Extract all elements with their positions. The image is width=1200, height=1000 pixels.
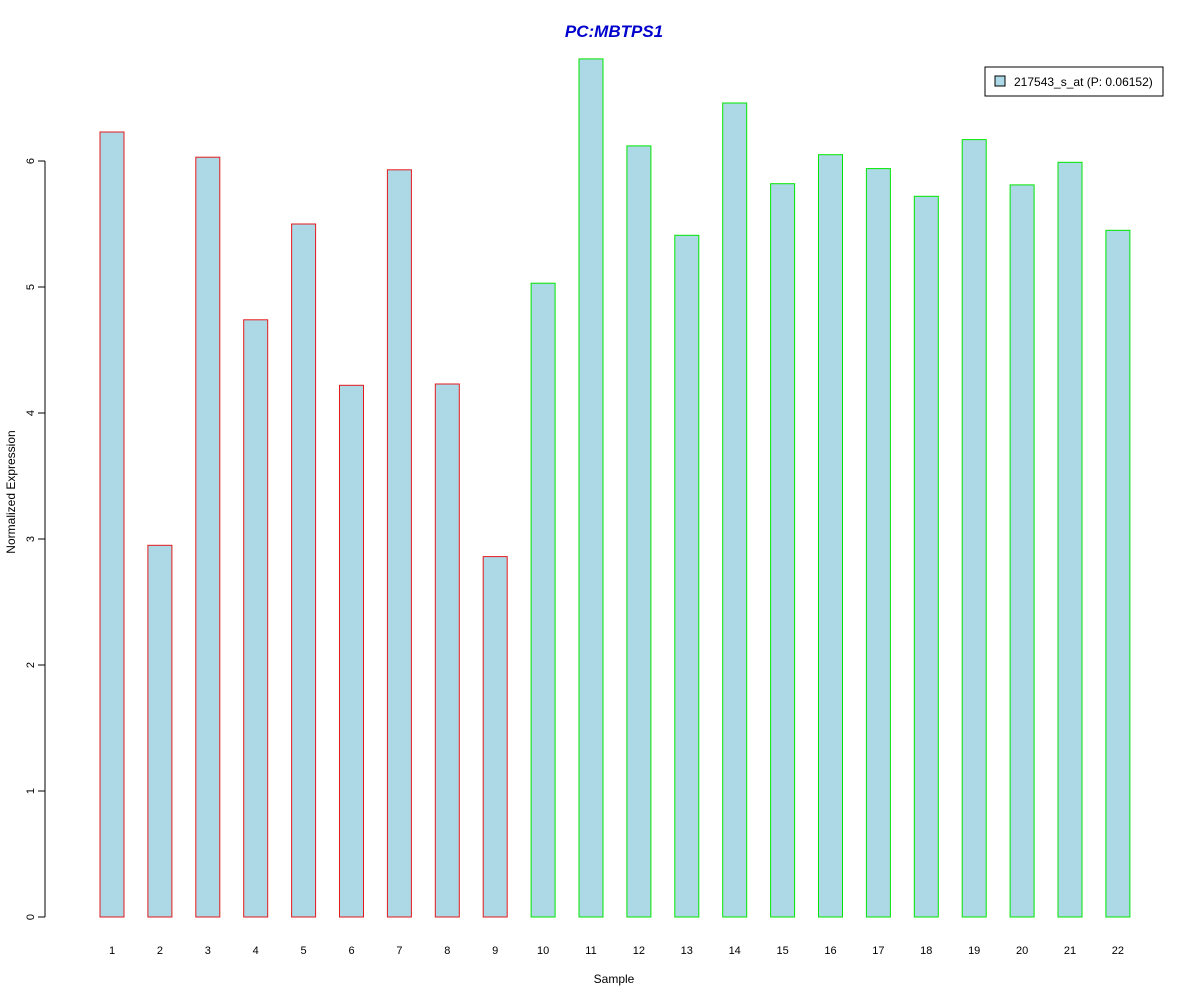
- bar-sample-10: [530, 282, 556, 918]
- x-tick-labels: 1 2 3 4 5 6 7 8 9 10 11 12 13 14 15 16 17 18 19 20 21 22: [109, 945, 1124, 957]
- x-tick-label: 11: [585, 945, 596, 957]
- bar-sample-21: [1057, 161, 1083, 918]
- x-tick-label: 13: [681, 945, 693, 957]
- legend-box: [984, 66, 1164, 97]
- x-tick-label: 8: [444, 945, 450, 957]
- legend-label: 217543_s_at (P: 0.06152): [1014, 75, 1153, 89]
- x-tick-label: 19: [968, 945, 980, 957]
- x-tick-label: 7: [396, 945, 402, 957]
- x-tick-label: 5: [301, 945, 307, 957]
- bar-sample-9: [482, 556, 508, 918]
- bar-sample-8: [434, 383, 460, 918]
- x-tick-label: 9: [492, 945, 498, 957]
- y-tick-label: 0: [25, 914, 37, 920]
- x-tick-label: 4: [253, 945, 259, 957]
- y-tick-label: 1: [25, 788, 37, 794]
- x-tick-label: 17: [872, 945, 884, 957]
- bar-sample-20: [1009, 184, 1035, 918]
- x-tick-label: 2: [157, 945, 163, 957]
- x-tick-label: 21: [1064, 945, 1076, 957]
- bar-sample-13: [674, 234, 700, 918]
- y-tick-label: 2: [25, 662, 37, 668]
- x-tick-label: 20: [1016, 945, 1028, 957]
- bar-sample-12: [626, 145, 652, 918]
- legend: 217543_s_at (P: 0.06152): [984, 66, 1164, 97]
- bar-sample-4: [243, 319, 269, 918]
- x-tick-label: 1: [109, 945, 115, 957]
- x-tick-label: 16: [824, 945, 836, 957]
- bar-sample-5: [291, 223, 317, 918]
- bar-sample-22: [1105, 229, 1131, 918]
- bar-sample-2: [147, 544, 173, 918]
- bar-sample-6: [339, 384, 364, 918]
- bar-sample-18: [913, 195, 939, 918]
- y-tick-label: 3: [25, 536, 37, 542]
- bar-sample-19: [961, 139, 987, 918]
- bar-sample-16: [818, 154, 843, 918]
- y-axis: 0 1 2 3 4 5 6: [25, 158, 46, 920]
- x-tick-label: 22: [1112, 945, 1124, 957]
- x-tick-label: 3: [205, 945, 211, 957]
- x-tick-label: 18: [920, 945, 932, 957]
- x-tick-label: 15: [776, 945, 788, 957]
- bar-sample-11: [578, 58, 604, 918]
- x-tick-label: 14: [729, 945, 741, 957]
- bar-sample-1: [99, 131, 125, 918]
- y-axis-label: Normalized Expression: [4, 430, 18, 553]
- y-tick-label: 5: [25, 284, 37, 290]
- legend-swatch: [994, 75, 1006, 87]
- bar-sample-17: [865, 168, 891, 918]
- bar-sample-15: [770, 183, 796, 918]
- bar-sample-14: [722, 102, 748, 918]
- bar-sample-7: [386, 169, 412, 918]
- bar-sample-3: [195, 156, 221, 918]
- x-tick-label: 6: [348, 945, 354, 957]
- chart-title: PC:MBTPS1: [565, 22, 663, 41]
- x-tick-label: 10: [537, 945, 549, 957]
- x-tick-label: 12: [633, 945, 645, 957]
- bars-group: [99, 58, 1131, 918]
- x-axis-label: Sample: [594, 972, 635, 986]
- y-tick-label: 4: [25, 410, 37, 416]
- y-tick-label: 6: [25, 158, 37, 164]
